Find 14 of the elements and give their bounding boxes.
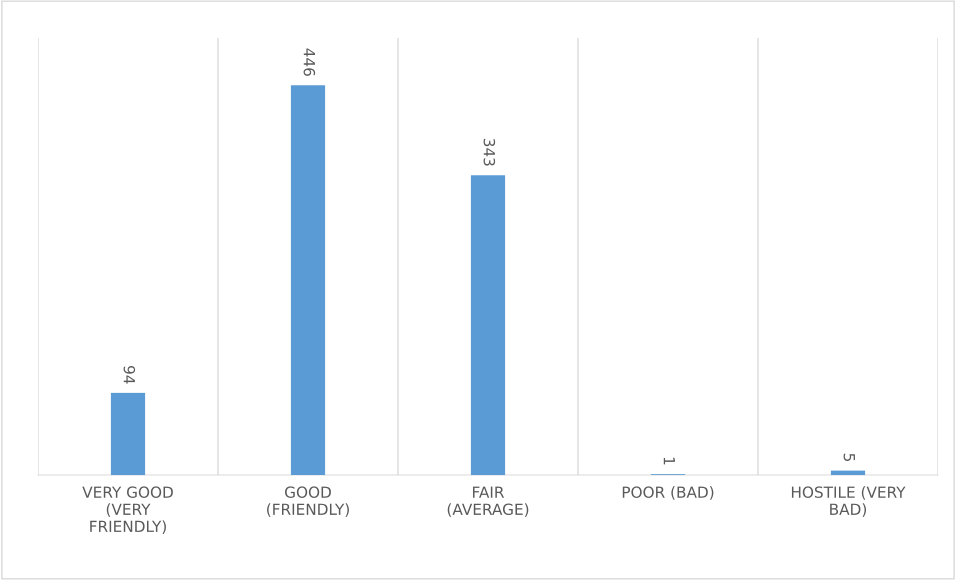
data-label: 94 (124, 366, 136, 384)
bar (830, 470, 866, 475)
x-tick-label: GOOD (FRIENDLY) (267, 486, 349, 517)
x-tick-label: FAIR (AVERAGE) (448, 486, 528, 517)
bar (110, 392, 146, 475)
data-label: 1 (664, 458, 675, 464)
x-tick-label: POOR (BAD) (622, 486, 714, 500)
data-label: 5 (844, 454, 855, 461)
x-tick-label: VERY GOOD (VERY FRIENDLY) (82, 486, 173, 534)
data-label: 446 (304, 48, 316, 76)
x-tick-label: HOSTILE (VERY BAD) (792, 486, 906, 517)
bar (290, 85, 326, 475)
data-label: 343 (484, 138, 496, 166)
bar (470, 175, 506, 475)
